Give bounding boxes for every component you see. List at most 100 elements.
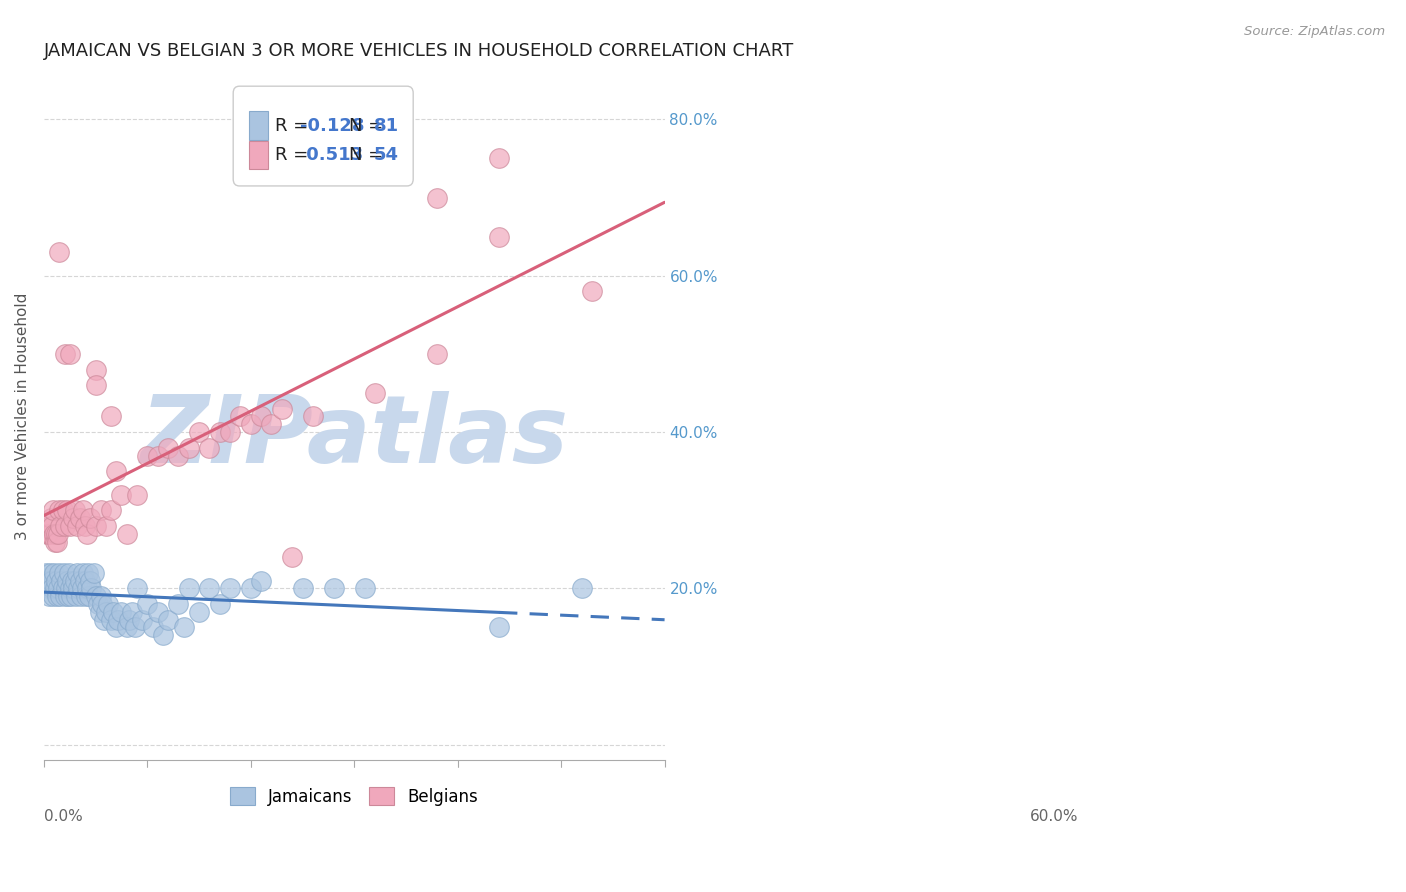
Point — [97, 597, 120, 611]
Point — [48, 503, 70, 517]
Point — [53, 519, 76, 533]
Point — [39, 526, 62, 541]
Point — [188, 425, 211, 439]
Point — [59, 589, 82, 603]
Point — [173, 620, 195, 634]
Point — [86, 597, 108, 611]
Point — [55, 574, 77, 588]
Point — [42, 589, 65, 603]
Text: R =: R = — [276, 117, 315, 135]
Point — [41, 582, 63, 596]
Point — [84, 362, 107, 376]
Point — [84, 519, 107, 533]
Point — [105, 620, 128, 634]
Point — [426, 190, 449, 204]
Point — [38, 589, 60, 603]
Text: N =: N = — [349, 146, 388, 164]
Point — [35, 566, 58, 580]
Point — [90, 503, 112, 517]
Point — [260, 417, 283, 432]
Point — [48, 245, 70, 260]
FancyBboxPatch shape — [249, 141, 269, 169]
Text: R =: R = — [276, 146, 315, 164]
Point — [84, 589, 107, 603]
Point — [110, 605, 132, 619]
Point — [103, 605, 125, 619]
Point — [198, 582, 221, 596]
Point — [167, 449, 190, 463]
Text: N =: N = — [349, 117, 388, 135]
Point — [250, 574, 273, 588]
Point — [157, 613, 180, 627]
Point — [167, 597, 190, 611]
Point — [571, 582, 593, 596]
Point — [239, 417, 262, 432]
Point — [51, 574, 73, 588]
Point — [94, 605, 117, 619]
Point — [44, 566, 66, 580]
Point — [107, 613, 129, 627]
Point — [45, 574, 67, 588]
Point — [44, 534, 66, 549]
Point — [115, 526, 138, 541]
Point — [56, 589, 79, 603]
Point — [115, 620, 138, 634]
Point — [100, 409, 122, 424]
Point — [152, 628, 174, 642]
Point — [39, 574, 62, 588]
Point — [281, 550, 304, 565]
Point — [79, 574, 101, 588]
Point — [124, 620, 146, 634]
Point — [208, 597, 231, 611]
Point — [177, 582, 200, 596]
Point — [48, 526, 70, 541]
Point — [136, 597, 159, 611]
Point — [79, 511, 101, 525]
Point — [157, 441, 180, 455]
Point — [146, 605, 169, 619]
Point — [75, 574, 97, 588]
Point — [69, 574, 91, 588]
Point — [45, 526, 67, 541]
Point — [41, 519, 63, 533]
Point — [353, 582, 375, 596]
Point — [118, 613, 141, 627]
Point — [35, 574, 58, 588]
Point — [89, 605, 111, 619]
Legend: Jamaicans, Belgians: Jamaicans, Belgians — [222, 779, 486, 814]
Point — [59, 582, 82, 596]
Point — [79, 589, 101, 603]
Point — [66, 582, 89, 596]
FancyBboxPatch shape — [249, 112, 269, 140]
Point — [59, 347, 82, 361]
Point — [35, 526, 58, 541]
Point — [364, 386, 387, 401]
Point — [39, 566, 62, 580]
Point — [53, 347, 76, 361]
Point — [208, 425, 231, 439]
Point — [53, 589, 76, 603]
Point — [198, 441, 221, 455]
Point — [93, 613, 115, 627]
Point — [136, 449, 159, 463]
Point — [94, 519, 117, 533]
Point — [70, 589, 93, 603]
Point — [229, 409, 252, 424]
Point — [59, 519, 82, 533]
Point — [66, 519, 89, 533]
Text: 54: 54 — [374, 146, 398, 164]
Point — [100, 503, 122, 517]
Point — [291, 582, 314, 596]
Text: ZIPatlas: ZIPatlas — [141, 391, 568, 483]
Point — [75, 589, 97, 603]
Point — [188, 605, 211, 619]
Point — [49, 589, 72, 603]
Point — [125, 582, 148, 596]
Point — [322, 582, 344, 596]
Point — [219, 425, 242, 439]
Point — [55, 503, 77, 517]
Point — [46, 589, 69, 603]
Point — [239, 582, 262, 596]
Point — [63, 574, 86, 588]
Text: -0.128: -0.128 — [301, 117, 364, 135]
